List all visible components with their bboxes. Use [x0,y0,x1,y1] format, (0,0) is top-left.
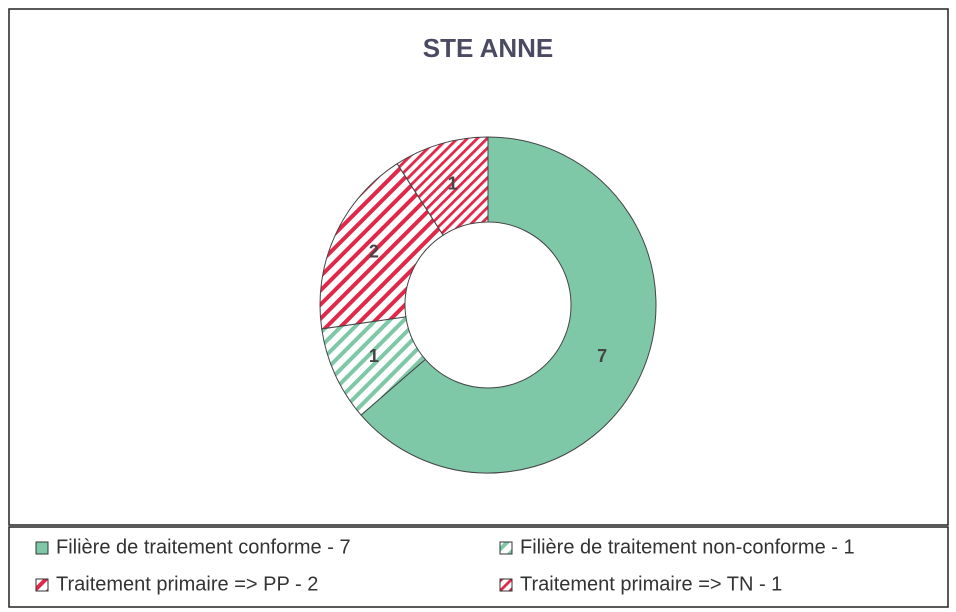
legend-frame [8,526,949,608]
legend-label: Filière de traitement conforme - 7 [56,536,351,558]
data-label: 2 [369,242,379,262]
chart-title: STE ANNE [423,33,554,63]
donut-segment [319,162,444,330]
data-label: 1 [369,346,379,366]
data-label: 7 [597,346,607,366]
data-label: 1 [448,173,458,193]
donut-segment [360,136,657,474]
legend-swatch [499,578,513,592]
legend-swatch [35,541,49,555]
legend-label: Filière de traitement non-conforme - 1 [520,536,855,558]
legend-label: Traitement primaire => TN - 1 [520,573,782,595]
legend-swatch [35,578,49,592]
legend-label: Traitement primaire => PP - 2 [56,573,318,595]
donut-segment [396,136,489,236]
legend-swatch [499,541,513,555]
